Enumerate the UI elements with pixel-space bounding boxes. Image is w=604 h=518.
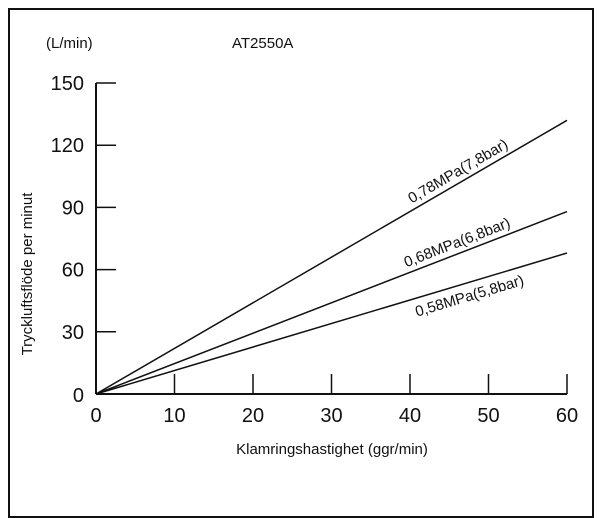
x-tick-label: 0	[90, 405, 101, 427]
series-line	[95, 252, 568, 395]
y-unit-label: (L/min)	[46, 35, 93, 52]
series-label: 0,78MPa(7,8bar)	[405, 136, 511, 207]
series-label: 0,68MPa(6,8bar)	[402, 215, 513, 272]
series-lines	[95, 119, 568, 395]
y-tick-label: 0	[73, 385, 84, 407]
y-tick-label: 120	[51, 135, 84, 157]
axes: 0 10 20 30 40 50 60 0 30 60 90 120 150	[51, 73, 579, 427]
x-tick-label: 20	[242, 405, 264, 427]
x-tick-label: 60	[556, 405, 578, 427]
x-tick-label: 30	[320, 405, 342, 427]
y-tick-label: 150	[51, 73, 84, 95]
x-tick-label: 10	[163, 405, 185, 427]
series-line	[95, 210, 568, 395]
y-tick-label: 30	[62, 322, 84, 344]
y-tick-label: 90	[62, 197, 84, 219]
series-line	[95, 119, 568, 395]
chart-frame	[8, 8, 594, 518]
chart-title: AT2550A	[232, 35, 293, 52]
series-labels: 0,78MPa(7,8bar) 0,68MPa(6,8bar)0,58MPa(5,…	[402, 136, 526, 321]
y-tick-label: 60	[62, 260, 84, 282]
x-tick-label: 50	[477, 405, 499, 427]
y-axis-label: Tryckluftsflöde per minut	[19, 192, 36, 356]
x-axis-label: Klamringshastighet (ggr/min)	[236, 441, 428, 458]
series-label: 0,58MPa(5,8bar)	[413, 272, 526, 321]
x-tick-label: 40	[399, 405, 421, 427]
